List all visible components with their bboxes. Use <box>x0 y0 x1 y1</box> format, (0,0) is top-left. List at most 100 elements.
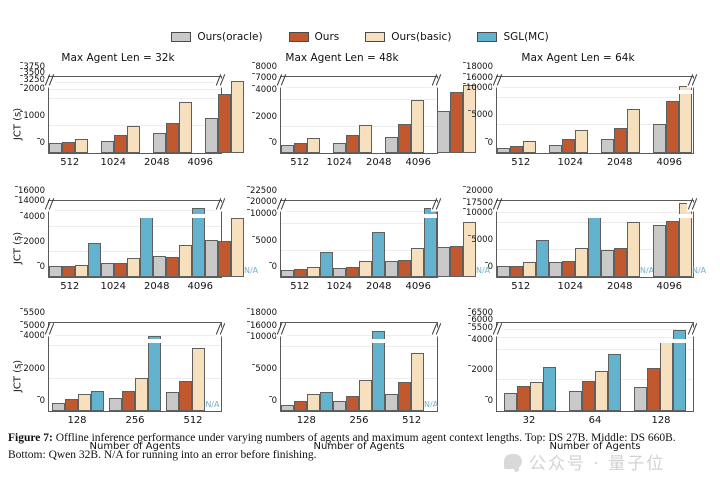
gridline <box>497 329 693 331</box>
bar <box>575 130 588 153</box>
bar <box>679 203 692 277</box>
bar <box>647 368 661 411</box>
bar <box>385 137 398 153</box>
plot-area: N/A 0 2000 4000 5000 5500 <box>20 308 226 412</box>
legend-item-sglmc: SGL(MC) <box>477 31 549 43</box>
y-tick-label: 0 <box>484 138 493 148</box>
gridline <box>497 124 693 126</box>
bar <box>627 221 640 277</box>
y-tick-mark <box>252 235 256 237</box>
caption-body: Offline inference performance under vary… <box>8 432 676 462</box>
y-tick-mark <box>20 308 24 309</box>
gridline <box>281 378 437 379</box>
y-tick-mark <box>20 212 24 214</box>
x-tick-label: 512 <box>60 281 80 292</box>
plot-area: 0 2000 4000 5500 6000 6500 <box>468 308 698 412</box>
bar <box>294 400 307 411</box>
bar <box>536 240 549 277</box>
axis-break-icon <box>44 74 55 87</box>
bar <box>497 266 510 277</box>
bar <box>64 398 78 411</box>
bar <box>281 145 294 153</box>
axis-break-band <box>497 338 693 343</box>
bar-group <box>549 77 601 153</box>
chart-panel-ds27b-64k: Max Agent Len = 64k 0 5000 10000 16000 18000 5… <box>452 52 704 180</box>
bar-group: N/A <box>205 201 258 277</box>
bar <box>205 239 218 277</box>
bar <box>166 391 180 411</box>
gridline <box>49 345 221 347</box>
y-tick-mark <box>252 85 256 87</box>
x-tick-label: 4096 <box>656 281 682 292</box>
bar <box>49 266 62 277</box>
y-tick-mark <box>20 363 24 365</box>
bar-group <box>281 323 333 411</box>
legend-label: Ours <box>314 31 340 43</box>
y-tick-label: 5000 <box>252 235 277 246</box>
bar <box>653 225 666 277</box>
y-tick-mark <box>252 111 256 113</box>
y-tick-mark <box>268 262 272 263</box>
bar <box>581 380 595 411</box>
x-axis-ticks: 128 256 512 <box>280 412 438 438</box>
y-tick-label: 6000 <box>468 315 493 325</box>
axis-break-icon <box>492 74 503 87</box>
x-axis-ticks: 512 1024 2048 4096 <box>496 278 694 304</box>
bar <box>192 207 205 277</box>
y-tick-label: 0 <box>484 262 493 272</box>
gridline <box>281 210 437 212</box>
bar <box>333 401 346 411</box>
bar <box>205 117 218 153</box>
bar <box>666 220 679 277</box>
bar-groups: N/A N/A <box>497 201 706 277</box>
y-tick-mark <box>246 320 250 322</box>
legend-swatch <box>288 32 309 42</box>
panel-title: Max Agent Len = 32k <box>61 52 175 64</box>
legend-item-ours: Ours <box>288 31 340 43</box>
bar <box>385 394 398 411</box>
gridline <box>281 346 437 347</box>
bar <box>101 141 114 153</box>
bar <box>424 207 437 277</box>
y-tick-mark <box>252 62 256 63</box>
y-tick-label: 0 <box>268 396 277 406</box>
y-tick-mark <box>20 237 24 239</box>
y-tick-label: 0 <box>36 262 45 272</box>
plot-area: 0 5000 10000 16000 18000 <box>462 62 698 154</box>
chat-bubble-icon <box>504 454 522 472</box>
bar <box>666 101 679 153</box>
bar-slot-empty <box>692 77 705 153</box>
y-tick-label: 18000 <box>462 62 493 72</box>
bar <box>359 124 372 153</box>
axis-break-band <box>281 90 437 95</box>
bar <box>549 144 562 153</box>
y-axis-label: JCT (s) <box>12 359 24 393</box>
bar-group <box>153 77 205 153</box>
bar <box>510 146 523 153</box>
bar <box>75 264 88 277</box>
y-tick-mark <box>462 82 466 84</box>
bar <box>627 109 640 153</box>
y-tick-mark <box>246 332 250 333</box>
chart-panel-qwen32b-64k: 0 2000 4000 5500 6000 6500 32 64 128 Number of Ag… <box>452 308 704 452</box>
bar <box>523 140 536 153</box>
bar-group <box>153 201 205 277</box>
bar-group <box>205 77 257 153</box>
y-tick-label: 16000 <box>14 186 45 196</box>
x-tick-label: 1024 <box>557 157 583 168</box>
y-tick-label: 14000 <box>14 196 45 206</box>
axis-break-icon <box>431 198 442 211</box>
bar-slot-empty: N/A <box>424 323 438 411</box>
bar-group: N/A <box>653 201 706 277</box>
gridline <box>49 88 221 90</box>
x-tick-label: 2048 <box>144 281 170 292</box>
gridline <box>281 223 437 225</box>
bar <box>510 266 523 277</box>
y-tick-label: 5500 <box>20 308 45 318</box>
x-axis-ticks: 512 1024 2048 4096 <box>48 278 222 304</box>
axis-break-band <box>49 338 221 343</box>
y-tick-label: 18000 <box>246 308 277 318</box>
bar-group: N/A <box>437 201 490 277</box>
bar <box>607 354 621 411</box>
